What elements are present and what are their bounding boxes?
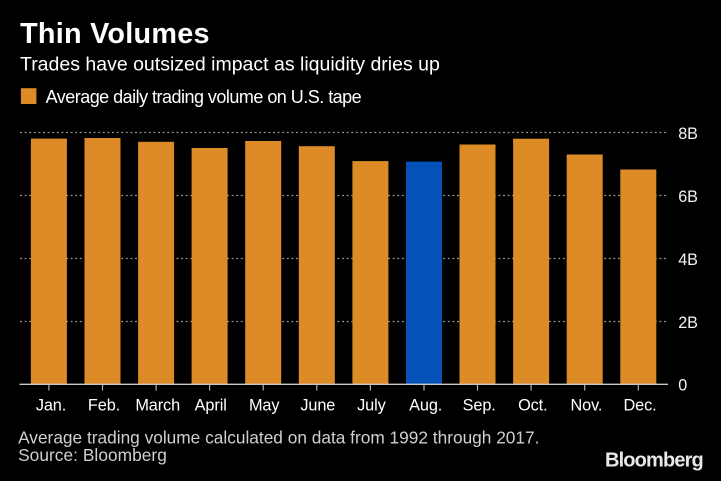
svg-text:Sep.: Sep.	[463, 397, 496, 415]
svg-text:Average trading volume calcula: Average trading volume calculated on dat…	[18, 428, 539, 448]
svg-text:March: March	[135, 397, 180, 415]
svg-text:Dec.: Dec.	[623, 397, 656, 415]
svg-text:0: 0	[678, 377, 687, 395]
svg-text:June: June	[300, 397, 335, 415]
svg-text:April: April	[195, 397, 227, 415]
svg-text:Feb.: Feb.	[88, 397, 120, 415]
svg-text:Nov.: Nov.	[570, 397, 602, 415]
svg-text:Trades have outsized impact as: Trades have outsized impact as liquidity…	[20, 54, 440, 76]
svg-text:8B: 8B	[678, 125, 697, 143]
svg-text:Average daily trading volume o: Average daily trading volume on U.S. tap…	[46, 87, 362, 107]
svg-text:6B: 6B	[678, 188, 697, 206]
svg-text:Oct.: Oct.	[518, 397, 547, 415]
svg-text:4B: 4B	[678, 251, 697, 269]
svg-text:Jan.: Jan.	[36, 397, 66, 415]
svg-text:Thin Volumes: Thin Volumes	[20, 18, 210, 50]
svg-text:Source: Bloomberg: Source: Bloomberg	[18, 445, 167, 465]
svg-text:July: July	[357, 397, 387, 415]
svg-text:2B: 2B	[678, 314, 697, 332]
svg-text:Bloomberg: Bloomberg	[605, 449, 703, 471]
svg-text:May: May	[249, 397, 280, 415]
svg-text:Aug.: Aug.	[409, 397, 442, 415]
